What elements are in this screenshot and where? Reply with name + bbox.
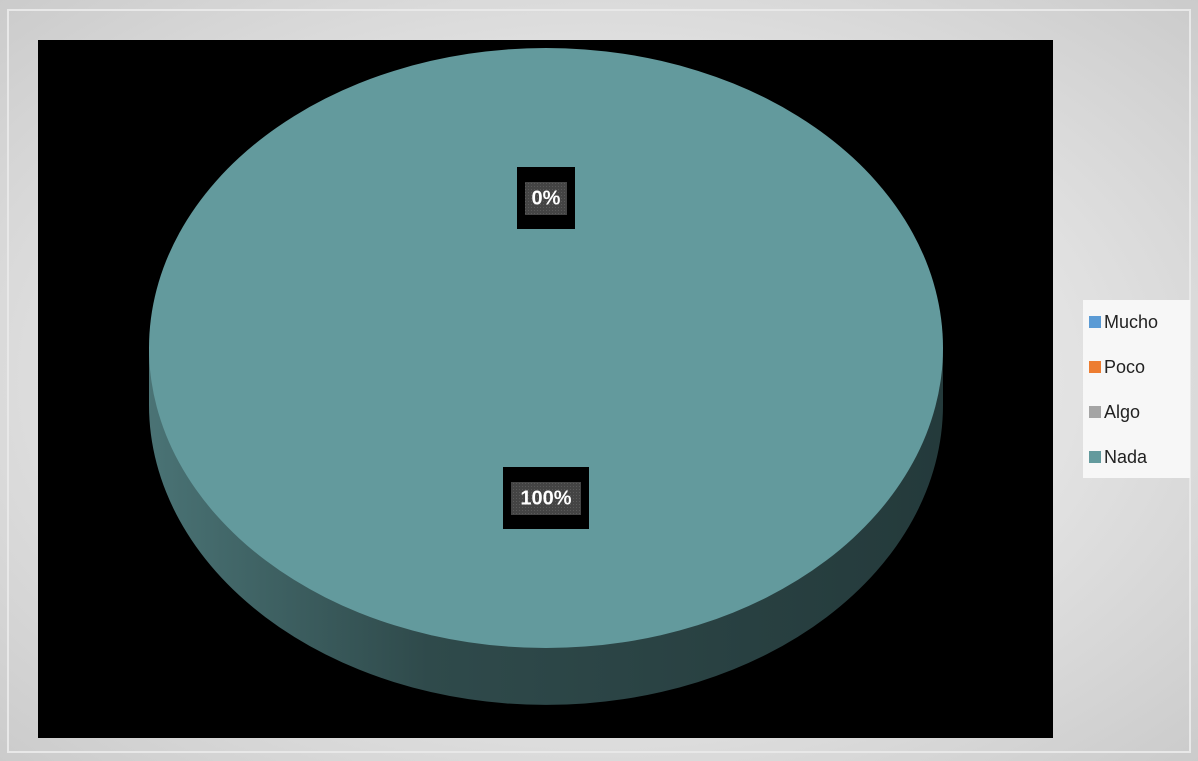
legend-swatch bbox=[1089, 406, 1101, 418]
label-box-inner bbox=[511, 482, 581, 515]
legend-label: Poco bbox=[1104, 357, 1145, 377]
legend-swatch bbox=[1089, 451, 1101, 463]
label-box-inner bbox=[525, 182, 567, 215]
data-label: 0% bbox=[532, 187, 561, 209]
legend-label: Algo bbox=[1104, 402, 1140, 422]
pie-slice bbox=[149, 48, 943, 648]
legend-label: Nada bbox=[1104, 447, 1148, 467]
legend-swatch bbox=[1089, 361, 1101, 373]
data-label: 100% bbox=[520, 487, 571, 509]
legend bbox=[1083, 300, 1190, 478]
legend-swatch bbox=[1089, 316, 1101, 328]
legend-label: Mucho bbox=[1104, 312, 1158, 332]
